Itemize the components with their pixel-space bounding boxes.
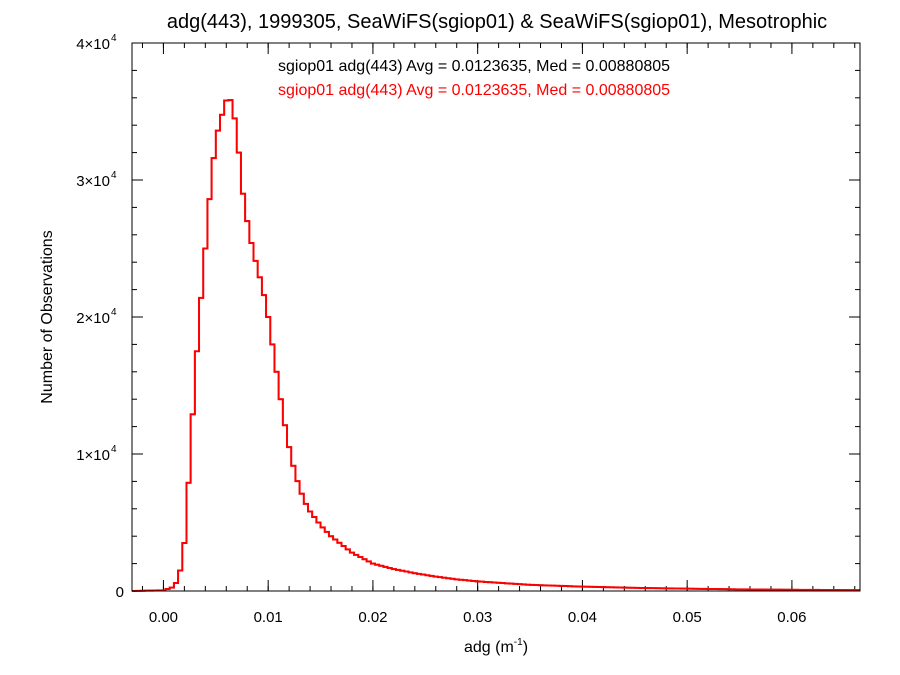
series-group [132,99,860,592]
x-tick-label: 0.00 [149,609,178,626]
x-tick-label: 0.06 [777,609,806,626]
y-tick-label: 2×10 [76,310,110,327]
y-tick-exponent: 4 [111,307,117,318]
y-tick-label: 0 [116,584,124,601]
y-tick-label: 3×10 [76,173,110,190]
x-axis-label-main: adg (m [464,639,514,656]
series-1-histogram-line [132,99,860,592]
y-tick-exponent: 4 [111,444,117,455]
x-tick-label: 0.02 [358,609,387,626]
x-tick-label: 0.04 [568,609,597,626]
annotation-red: sgiop01 adg(443) Avg = 0.0123635, Med = … [278,82,670,99]
x-tick-label: 0.03 [463,609,492,626]
y-tick-label: 4×10 [76,36,110,53]
x-axis: 0.00 0.01 0.02 0.03 0.04 0.05 0.06 [141,43,856,626]
chart-title: adg(443), 1999305, SeaWiFS(sgiop01) & Se… [167,11,827,33]
y-tick-exponent: 4 [111,170,117,181]
x-axis-label-close: ) [523,639,528,656]
x-tick-label: 0.01 [254,609,283,626]
plot-frame [131,42,861,592]
annotation-black: sgiop01 adg(443) Avg = 0.0123635, Med = … [278,58,670,75]
y-tick-exponent: 4 [111,33,117,44]
x-axis-label: adg (m-1) [464,637,528,656]
y-axis-label: Number of Observations [39,230,56,403]
x-axis-label-sup: -1 [514,637,523,648]
x-tick-label: 0.05 [673,609,702,626]
y-tick-label: 1×10 [76,447,110,464]
